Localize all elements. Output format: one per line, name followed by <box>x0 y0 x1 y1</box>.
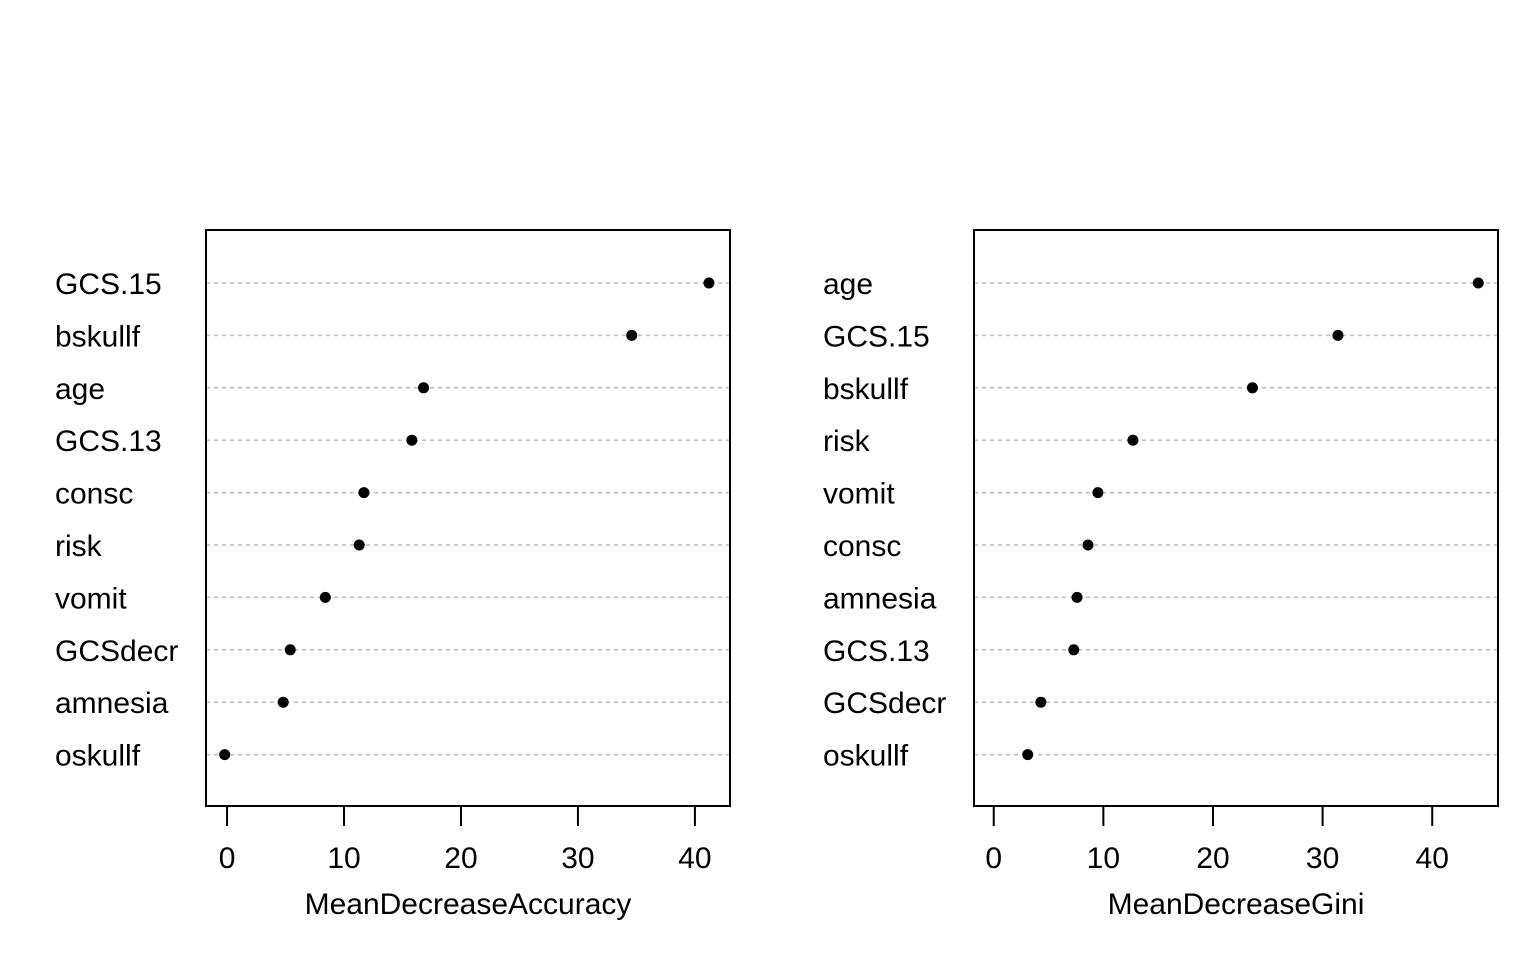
x-tick-label: 0 <box>219 842 236 875</box>
category-label: risk <box>823 425 871 458</box>
data-point <box>703 277 715 289</box>
data-point <box>1246 382 1258 394</box>
mean-decrease-accuracy-panel: GCS.15 bskullf age GCS.13 consc risk vomit GCSd… <box>55 229 731 921</box>
x-axis-title: MeanDecreaseAccuracy <box>305 888 632 921</box>
data-point <box>319 591 331 603</box>
data-point <box>1092 487 1104 499</box>
category-label: GCS.13 <box>55 425 162 458</box>
x-tick-label: 40 <box>1416 842 1449 875</box>
x-tick-label: 40 <box>678 842 711 875</box>
data-point <box>358 487 370 499</box>
category-label: bskullf <box>55 320 141 353</box>
data-point <box>353 539 365 551</box>
x-axis-title: MeanDecreaseGini <box>1108 888 1365 921</box>
category-label: consc <box>55 478 133 511</box>
data-point <box>1022 749 1034 761</box>
category-label: amnesia <box>55 687 169 720</box>
data-point <box>406 434 418 446</box>
category-label: amnesia <box>823 582 937 615</box>
data-points <box>219 277 715 761</box>
data-point <box>1082 539 1094 551</box>
category-labels: GCS.15 bskullf age GCS.13 consc risk vomit GCSd… <box>55 268 178 773</box>
category-labels: age GCS.15 bskullf risk vomit consc amnesia GCS… <box>823 268 946 773</box>
category-label: vomit <box>55 582 127 615</box>
data-point <box>1068 644 1080 656</box>
data-point <box>219 749 231 761</box>
plot-frame <box>205 229 731 807</box>
x-axis: 0 10 20 30 40 <box>219 805 712 875</box>
data-point <box>1071 591 1083 603</box>
x-tick-label: 20 <box>444 842 477 875</box>
x-tick-label: 20 <box>1196 842 1229 875</box>
category-label: oskullf <box>55 740 141 773</box>
data-point <box>277 696 289 708</box>
category-label: consc <box>823 530 901 563</box>
data-point <box>1472 277 1484 289</box>
category-label: bskullf <box>823 373 909 406</box>
plot-frame <box>973 229 1499 807</box>
guide-lines <box>974 282 1498 756</box>
data-point <box>284 644 296 656</box>
data-point <box>1035 696 1047 708</box>
x-tick-label: 30 <box>1306 842 1339 875</box>
category-label: vomit <box>823 478 895 511</box>
x-tick-label: 0 <box>985 842 1002 875</box>
category-label: age <box>823 268 873 301</box>
x-tick-label: 10 <box>327 842 360 875</box>
category-label: risk <box>55 530 103 563</box>
data-point <box>626 329 638 341</box>
x-tick-label: 30 <box>561 842 594 875</box>
x-axis: 0 10 20 30 40 <box>985 805 1449 875</box>
category-label: GCSdecr <box>823 687 946 720</box>
data-point <box>1127 434 1139 446</box>
data-points <box>1022 277 1484 761</box>
x-tick-label: 10 <box>1087 842 1120 875</box>
category-label: GCS.15 <box>823 320 930 353</box>
category-label: GCS.13 <box>823 635 930 668</box>
category-label: oskullf <box>823 740 909 773</box>
category-label: age <box>55 373 105 406</box>
category-label: GCSdecr <box>55 635 178 668</box>
mean-decrease-gini-panel: age GCS.15 bskullf risk vomit consc amnesia GCS… <box>823 229 1499 921</box>
data-point <box>1332 329 1344 341</box>
category-label: GCS.15 <box>55 268 162 301</box>
data-point <box>418 382 430 394</box>
guide-lines <box>206 282 730 756</box>
